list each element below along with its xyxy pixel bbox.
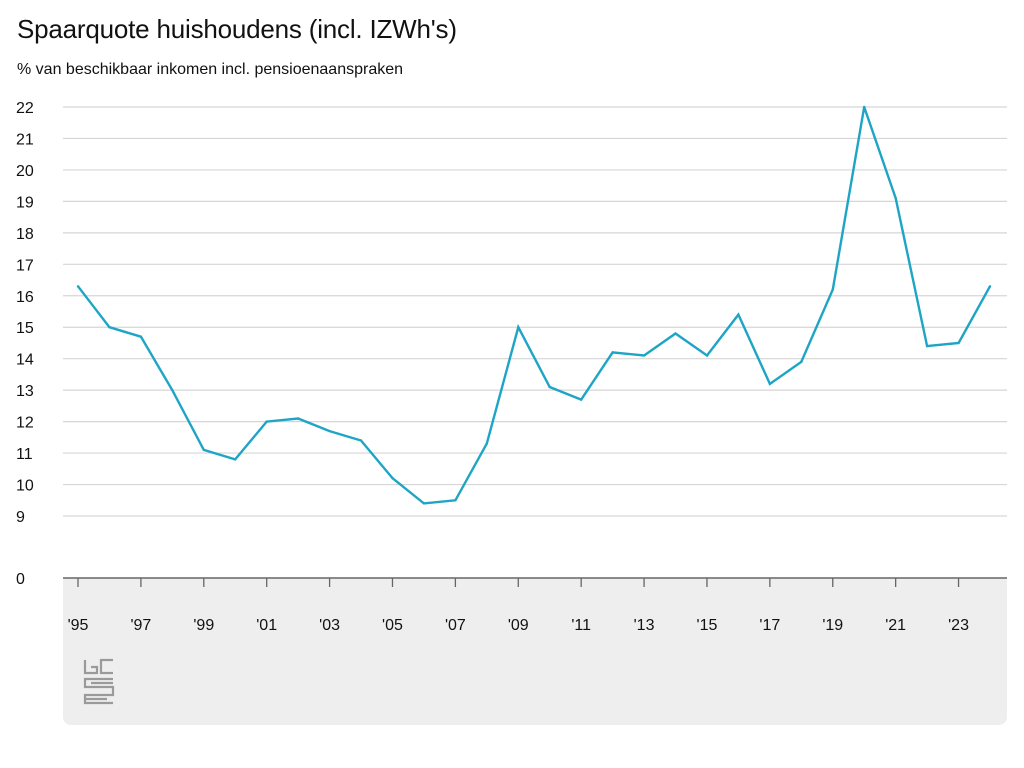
data-point [202,448,205,452]
y-tick-label: 9 [16,509,25,526]
y-tick-label: 15 [16,320,34,337]
x-tick-label: '13 [634,617,655,634]
y-tick-label: 13 [16,383,34,400]
cbs-logo-icon [83,658,115,705]
data-point [579,398,583,401]
x-axis-ticks: '95 '97 '99 '01 '03 '05 '07 '09 '11 '13 '15 '17 '19 '… [68,578,969,634]
y-axis-ticks: 0 9 10 11 12 13 14 15 16 17 18 19 20 21 22 [16,100,34,588]
grid-lines [63,106,1007,517]
x-tick-label: '17 [759,617,780,634]
y-tick-label: 21 [16,131,34,148]
y-tick-label: 19 [16,194,34,211]
data-point [611,351,614,354]
x-tick-label: '97 [130,617,151,634]
x-tick-label: '11 [571,617,591,634]
data-point [705,354,709,357]
data-point [642,354,646,357]
x-tick-label: '15 [697,617,718,634]
data-point [454,499,457,502]
data-point [485,442,489,445]
x-tick-label: '21 [885,617,906,634]
x-tick-label: '05 [382,617,403,634]
x-tick-label: '99 [193,617,214,634]
data-point [517,326,520,329]
y-tick-label: 20 [16,163,34,180]
data-point [863,105,866,109]
y-tick-label: 17 [16,257,34,274]
data-point [768,382,772,386]
series-line-0 [77,106,992,505]
data-point [391,477,394,480]
data-point [894,197,897,200]
y-tick-label: 12 [16,415,34,432]
data-point [296,417,300,420]
x-tick-label: '03 [319,617,340,634]
data-point [234,458,237,461]
y-tick-label: 18 [16,226,34,243]
data-point [737,313,740,316]
data-point [139,335,143,338]
x-tick-label: '07 [445,617,466,634]
footer-panel [63,578,1007,725]
data-point [674,332,677,335]
data-point [422,502,426,505]
series-layer [76,105,992,505]
data-point [171,388,174,392]
data-point [548,385,551,389]
x-tick-label: '95 [68,617,89,634]
y-tick-label: 22 [16,100,34,117]
data-point [359,439,363,442]
data-point [265,420,268,423]
data-point [328,429,331,433]
x-tick-label: '23 [948,617,969,634]
y-tick-label: 0 [16,571,25,588]
x-tick-label: '09 [508,617,529,634]
data-point [76,285,80,288]
chart-title: Spaarquote huishoudens (incl. IZWh's) [17,14,457,44]
y-tick-label: 14 [16,352,34,369]
chart-subtitle: % van beschikbaar inkomen incl. pensioen… [17,61,404,78]
data-point [957,341,960,345]
y-tick-label: 16 [16,289,34,306]
data-point [108,326,111,329]
data-point [831,288,834,291]
data-point [988,285,992,288]
x-tick-label: '19 [822,617,843,634]
y-tick-label: 11 [16,446,33,463]
data-point [925,344,929,348]
y-tick-label: 10 [16,478,34,495]
x-tick-label: '01 [256,617,277,634]
data-point [800,360,803,364]
